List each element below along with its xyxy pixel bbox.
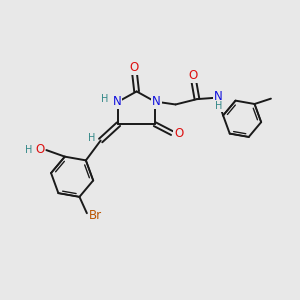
Text: O: O [174,127,183,140]
Text: N: N [112,95,122,108]
Text: O: O [35,143,44,156]
Text: O: O [188,69,197,82]
Text: N: N [214,90,223,103]
Text: H: H [101,94,109,104]
Text: H: H [88,133,95,142]
Text: O: O [130,61,139,74]
Text: H: H [26,145,33,154]
Text: N: N [152,95,161,108]
Text: H: H [215,101,223,111]
Text: Br: Br [88,209,102,222]
